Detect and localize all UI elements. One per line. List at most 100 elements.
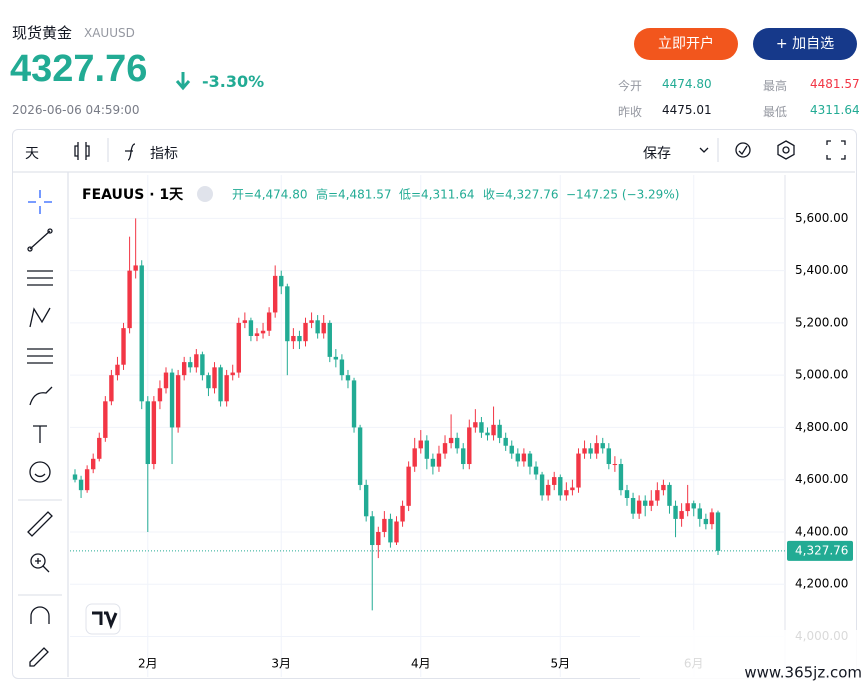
candle-body (382, 518, 387, 532)
candle-body (467, 427, 472, 465)
candle-body (558, 477, 563, 496)
candle-body (309, 320, 314, 323)
stat-value: 4481.57 (810, 77, 860, 91)
candle-body (194, 354, 199, 368)
chart-frame (12, 129, 857, 679)
candle-body (78, 479, 84, 491)
toolbar-icons (12, 138, 855, 677)
candle-body (212, 367, 217, 389)
legend-close: 收=4,327.76 (483, 188, 559, 202)
candle-body (363, 484, 369, 517)
candle-body (127, 270, 132, 329)
candle-body (636, 500, 642, 514)
candle-body (667, 484, 672, 506)
candle-body (200, 354, 205, 376)
watchlist-button[interactable]: + 加自选 (753, 28, 857, 60)
candle-body (570, 487, 575, 491)
candle-body (606, 448, 612, 465)
y-tick-label: 4,200.00 (795, 577, 848, 591)
candle-body (473, 422, 478, 428)
y-tick-label: 4,400.00 (795, 524, 848, 538)
legend-toggle[interactable] (197, 186, 213, 202)
candle-body (509, 445, 514, 454)
candle-body (248, 320, 254, 336)
candle-body (97, 437, 102, 459)
candle-body (376, 531, 381, 546)
change: -3.30% (202, 72, 265, 91)
candle-body (703, 518, 709, 525)
candle-body (618, 464, 624, 491)
candle-body (236, 322, 241, 373)
candle-body (697, 508, 703, 519)
x-tick-label: 3月 (271, 657, 291, 671)
candle-body (709, 512, 715, 525)
candle-body (630, 497, 636, 514)
candle-body (145, 401, 150, 465)
price: 4327.76 (10, 48, 148, 90)
candle-body (121, 328, 126, 365)
candle-body (497, 424, 502, 438)
candle-body (515, 453, 521, 462)
candle-body (503, 437, 508, 446)
candle-body (242, 320, 248, 323)
y-tick-label: 5,400.00 (795, 263, 848, 277)
drawing-tools (18, 190, 62, 667)
timestamp: 2026-06-06 04:59:00 (12, 103, 140, 117)
candle-body (333, 356, 339, 360)
indicators-button[interactable]: 指标 (150, 146, 178, 162)
stat-label: 昨收 (618, 105, 643, 119)
candle-body (345, 375, 351, 381)
candle-body (224, 375, 229, 402)
interval-button[interactable]: 天 (25, 146, 39, 162)
candle-body (564, 490, 569, 496)
candle-body (230, 372, 235, 376)
stat-value: 4475.01 (662, 103, 712, 117)
candle-body (394, 521, 399, 543)
candle-body (400, 505, 405, 522)
candle-body (436, 453, 442, 467)
legend-change: −147.25 (−3.29%) (566, 188, 679, 202)
candle-body (418, 440, 423, 449)
down-arrow (175, 72, 191, 91)
candle-body (175, 375, 181, 428)
x-tick-label: 2月 (138, 657, 158, 671)
price-label: 4,327.76 (795, 543, 848, 557)
candle-body (454, 437, 460, 449)
candle-body (624, 490, 630, 498)
symbol: XAUUSD (84, 26, 135, 40)
candle-body (582, 448, 587, 454)
candle-body (461, 448, 466, 465)
candle-body (594, 443, 599, 454)
y-tick-label: 5,600.00 (795, 211, 848, 225)
x-tick-label: 4月 (411, 657, 431, 671)
candle-body (539, 474, 545, 496)
save-button[interactable]: 保存 (643, 146, 671, 162)
candle-body (691, 503, 696, 509)
candle-body (163, 372, 169, 389)
candle-body (655, 490, 660, 501)
candle-body (188, 362, 193, 368)
candle-body (442, 443, 448, 454)
open-account-button[interactable]: 立即开户 (634, 28, 738, 60)
candle-body (291, 335, 296, 342)
candle-body (303, 322, 308, 342)
watermark: www.365jz.com (744, 664, 862, 682)
candle-body (279, 275, 284, 287)
candle-body (588, 448, 593, 454)
candle-body (285, 286, 290, 342)
candle-body (133, 265, 138, 271)
logo (92, 611, 118, 630)
candle-body (479, 422, 484, 433)
candle-body (297, 335, 302, 342)
candle-body (673, 505, 678, 519)
candle-body (72, 474, 78, 480)
candle-body (84, 469, 90, 491)
candle-body (679, 511, 684, 519)
candle-body (103, 401, 108, 438)
candle-body (357, 427, 363, 485)
candle-body (266, 312, 272, 331)
candle-body (151, 401, 157, 465)
candle-body (370, 516, 375, 546)
